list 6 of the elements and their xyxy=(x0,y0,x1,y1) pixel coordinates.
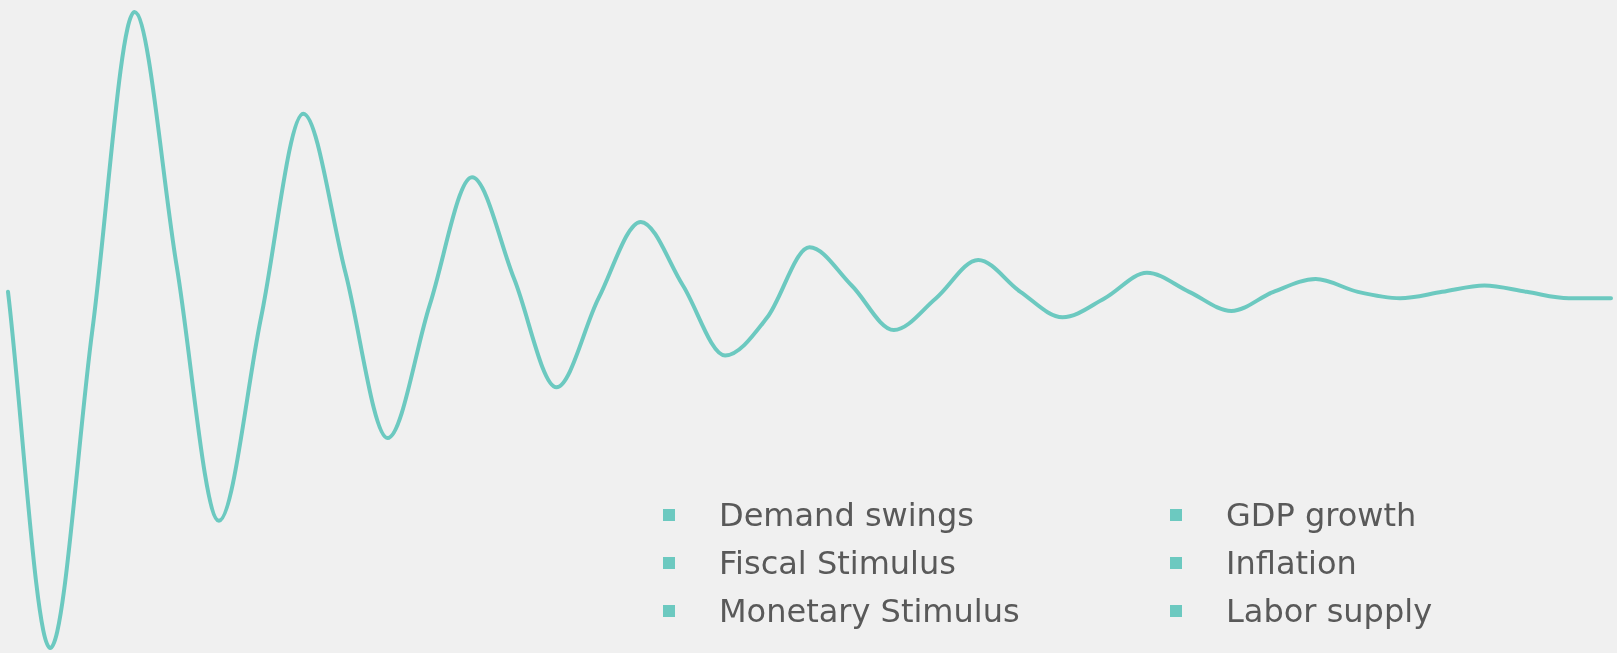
annotation: GDP growth xyxy=(1226,495,1417,535)
annotation: Monetary Stimulus xyxy=(719,591,1020,631)
annotation: Labor supply xyxy=(1226,591,1433,631)
annotation: Fiscal Stimulus xyxy=(719,543,956,583)
annotation: Inflation xyxy=(1226,543,1357,583)
annotation: Demand swings xyxy=(719,495,974,535)
